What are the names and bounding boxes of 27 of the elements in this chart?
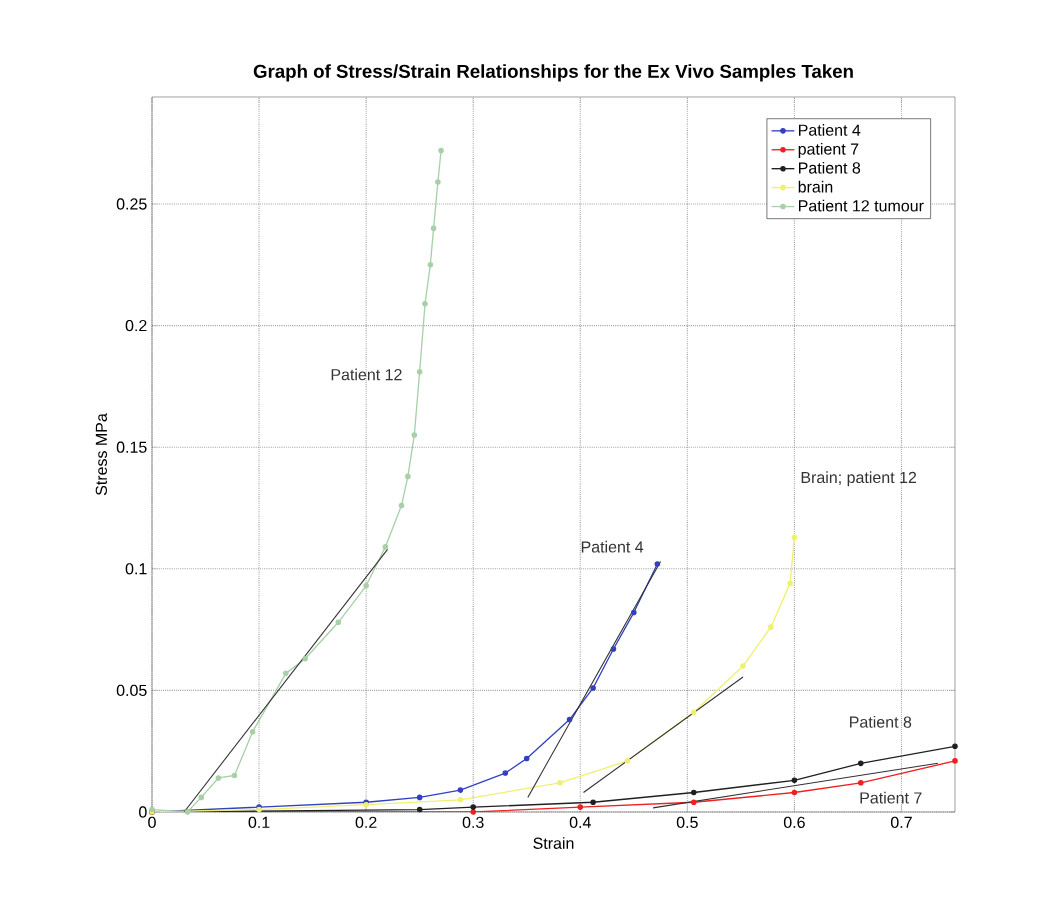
- annotation: Patient 7: [860, 791, 922, 804]
- x-tick-label: 0: [148, 816, 156, 829]
- y-tick-label: 0.25: [116, 198, 147, 210]
- x-tick-label: 0.2: [355, 816, 377, 829]
- y-tick-label: 0: [139, 806, 147, 818]
- y-tick-label: 0.05: [116, 684, 147, 697]
- legend-label: patient 7: [798, 142, 859, 158]
- annotation: Patient 12: [331, 368, 402, 381]
- x-tick-label: 0.4: [569, 816, 591, 829]
- legend-label: Patient 12 tumour: [799, 199, 924, 212]
- x-tick-label: 0.7: [890, 816, 912, 829]
- y-tick-label: 0.1: [125, 563, 147, 575]
- legend-label: Patient 8: [799, 161, 861, 174]
- x-axis-title: Strain: [533, 837, 574, 849]
- annotation: Brain; patient 12: [801, 471, 917, 487]
- x-tick-label: 0.5: [676, 816, 698, 829]
- x-tick-label: 0.6: [783, 816, 805, 829]
- x-tick-label: 0.3: [462, 816, 484, 829]
- x-tick-label: 0.1: [248, 816, 270, 829]
- legend-label: Patient 4: [799, 124, 861, 136]
- y-tick-label: 0.2: [125, 319, 147, 332]
- chart-title: Graph of Stress/Strain Relationships for the Ex Vivo Samples Taken: [253, 64, 853, 82]
- annotation: Patient 4: [581, 540, 644, 553]
- y-tick-label: 0.15: [116, 441, 147, 453]
- y-axis-title: Stress MPa: [95, 413, 107, 496]
- annotation: Patient 8: [850, 716, 912, 728]
- legend-label: brain: [798, 180, 833, 193]
